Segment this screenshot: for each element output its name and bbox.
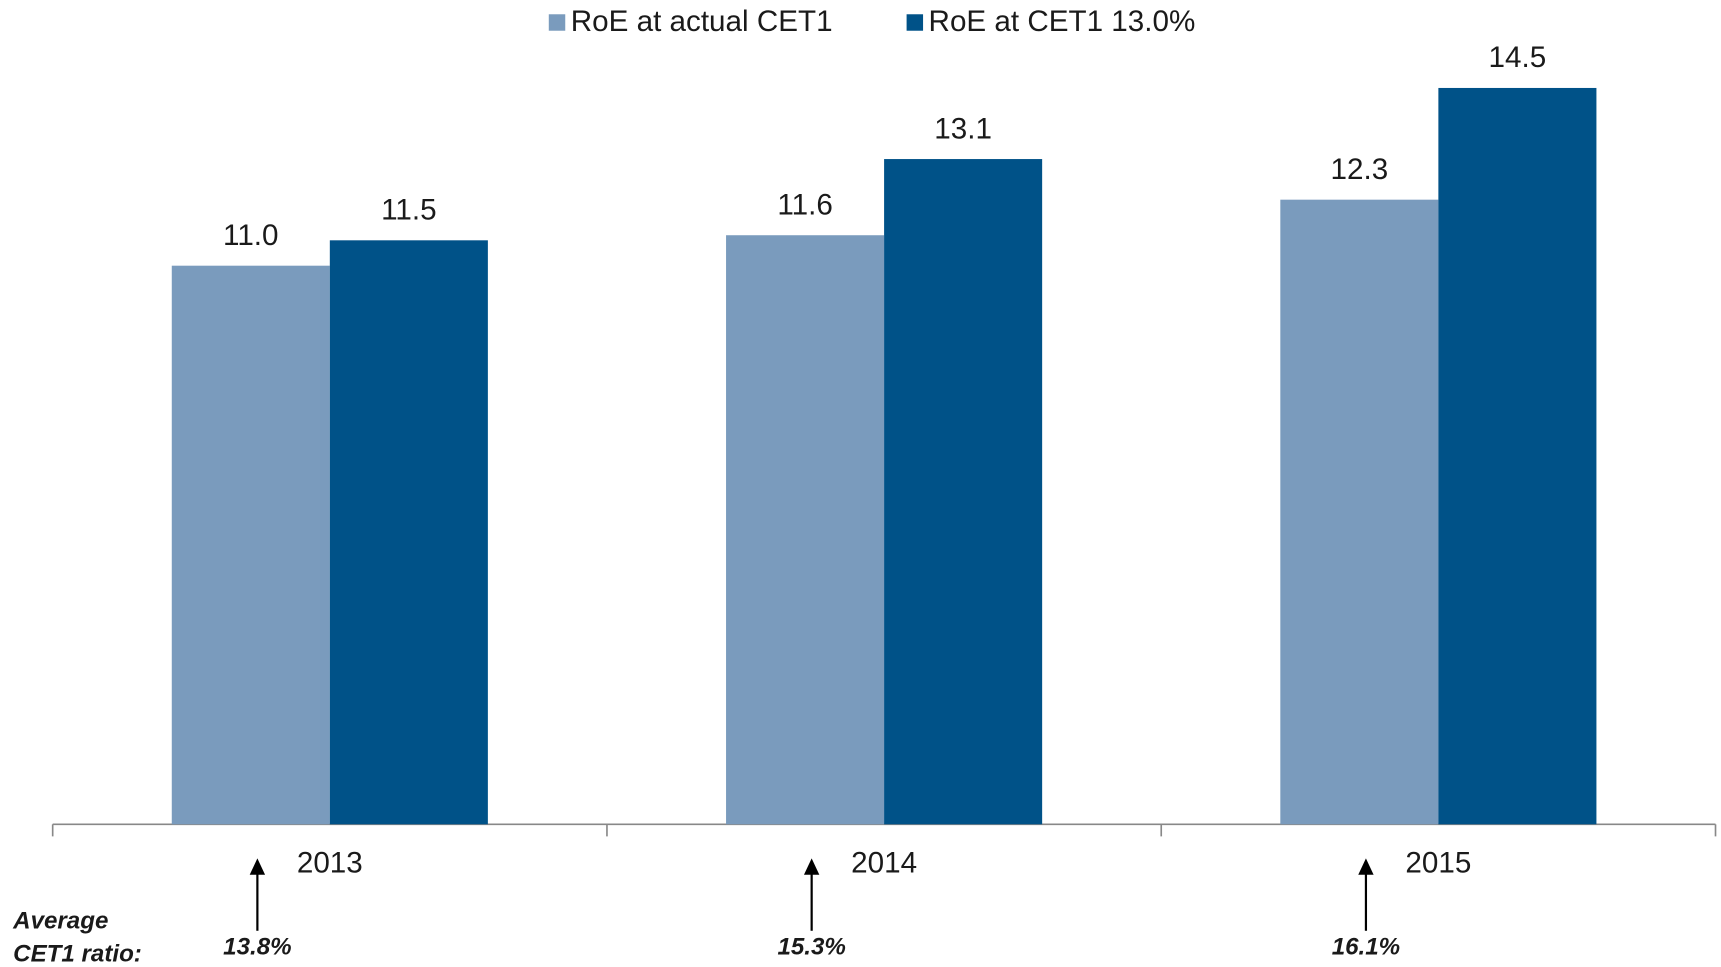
annotation-arrowhead [249,858,266,875]
annotation-label: CET1 ratio: [13,940,142,967]
legend-swatch [906,14,924,31]
x-tick-label: 2015 [1405,847,1471,880]
data-label: 11.5 [381,194,436,227]
annotation-arrowhead [803,858,820,875]
bar [171,265,330,825]
bar [884,159,1043,825]
data-label: 13.1 [934,112,992,145]
bar [726,235,885,825]
x-tick-label: 2013 [297,847,363,880]
bar [1280,199,1439,825]
annotation-arrowhead [1358,858,1374,875]
bar [329,240,488,825]
annotation-value: 15.3% [777,934,845,961]
data-label: 11.0 [223,219,278,252]
annotation-value: 16.1% [1332,934,1400,961]
annotation-label: Average [12,907,108,934]
x-tick-label: 2014 [851,847,917,880]
data-label: 14.5 [1489,41,1547,74]
bar [1438,87,1597,825]
data-label: 12.3 [1331,153,1389,186]
annotation-value: 13.8% [223,934,291,961]
legend-swatch [548,14,566,31]
legend-label: RoE at CET1 13.0% [929,5,1196,38]
legend-label: RoE at actual CET1 [571,5,833,38]
data-label: 11.6 [777,189,832,222]
